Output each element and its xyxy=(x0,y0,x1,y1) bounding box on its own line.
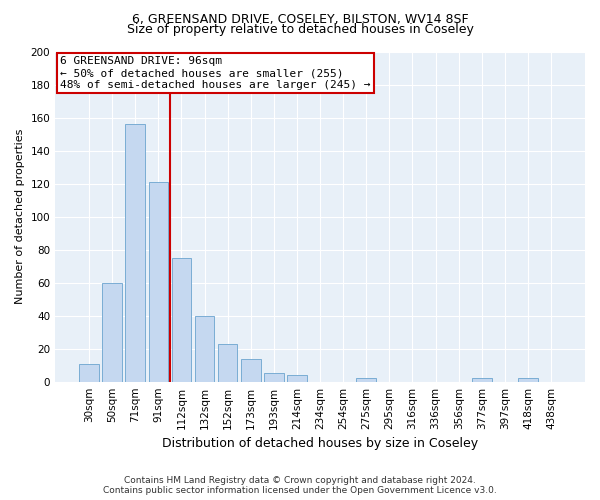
Bar xyxy=(172,258,191,382)
Bar xyxy=(125,124,145,382)
Bar xyxy=(241,358,260,382)
Bar xyxy=(356,378,376,382)
Bar xyxy=(79,364,99,382)
Bar xyxy=(149,182,168,382)
Text: 6, GREENSAND DRIVE, COSELEY, BILSTON, WV14 8SF: 6, GREENSAND DRIVE, COSELEY, BILSTON, WV… xyxy=(131,12,469,26)
Bar xyxy=(264,374,284,382)
Bar xyxy=(218,344,238,382)
Text: Size of property relative to detached houses in Coseley: Size of property relative to detached ho… xyxy=(127,22,473,36)
Bar xyxy=(287,375,307,382)
Bar xyxy=(195,316,214,382)
Bar xyxy=(103,282,122,382)
Text: 6 GREENSAND DRIVE: 96sqm
← 50% of detached houses are smaller (255)
48% of semi-: 6 GREENSAND DRIVE: 96sqm ← 50% of detach… xyxy=(61,56,371,90)
Text: Contains HM Land Registry data © Crown copyright and database right 2024.
Contai: Contains HM Land Registry data © Crown c… xyxy=(103,476,497,495)
X-axis label: Distribution of detached houses by size in Coseley: Distribution of detached houses by size … xyxy=(162,437,478,450)
Y-axis label: Number of detached properties: Number of detached properties xyxy=(15,129,25,304)
Bar xyxy=(518,378,538,382)
Bar xyxy=(472,378,491,382)
